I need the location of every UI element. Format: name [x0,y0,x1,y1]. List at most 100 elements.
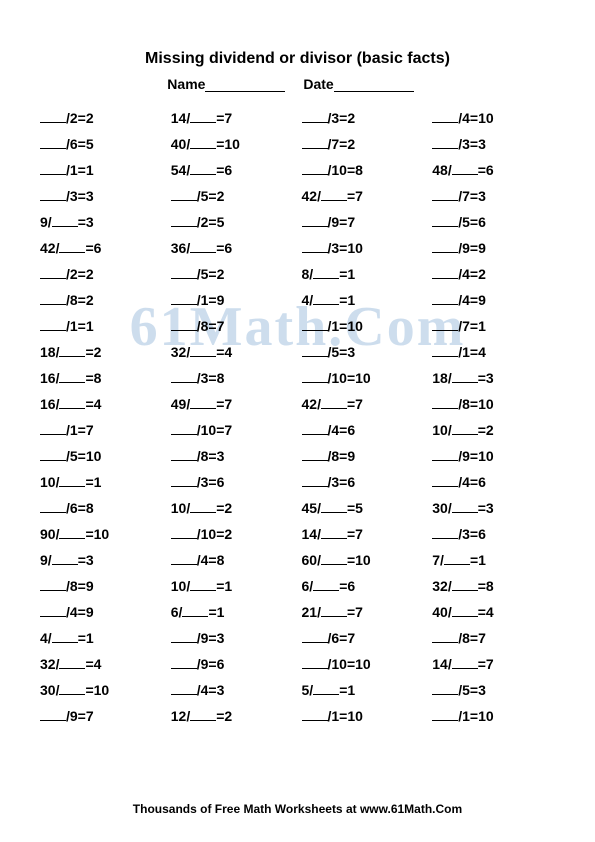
answer-blank[interactable] [432,188,458,201]
answer-blank[interactable] [321,526,347,539]
answer-blank[interactable] [171,552,197,565]
answer-blank[interactable] [171,682,197,695]
answer-blank[interactable] [171,370,197,383]
answer-blank[interactable] [302,162,328,175]
answer-blank[interactable] [40,422,66,435]
answer-blank[interactable] [182,604,208,617]
answer-blank[interactable] [321,188,347,201]
answer-blank[interactable] [171,318,197,331]
answer-blank[interactable] [432,708,458,721]
answer-blank[interactable] [190,110,216,123]
answer-blank[interactable] [432,318,458,331]
answer-blank[interactable] [302,656,328,669]
answer-blank[interactable] [432,292,458,305]
answer-blank[interactable] [59,526,85,539]
answer-blank[interactable] [432,266,458,279]
answer-blank[interactable] [432,344,458,357]
answer-blank[interactable] [432,630,458,643]
answer-blank[interactable] [190,136,216,149]
answer-blank[interactable] [171,422,197,435]
answer-blank[interactable] [321,552,347,565]
date-blank[interactable] [334,77,414,92]
answer-blank[interactable] [190,162,216,175]
answer-blank[interactable] [313,682,339,695]
answer-blank[interactable] [40,708,66,721]
answer-blank[interactable] [171,292,197,305]
answer-blank[interactable] [40,500,66,513]
answer-blank[interactable] [302,422,328,435]
answer-blank[interactable] [40,318,66,331]
answer-blank[interactable] [59,474,85,487]
answer-blank[interactable] [40,162,66,175]
answer-blank[interactable] [40,188,66,201]
answer-blank[interactable] [302,214,328,227]
answer-blank[interactable] [452,162,478,175]
answer-blank[interactable] [452,604,478,617]
answer-blank[interactable] [59,240,85,253]
answer-blank[interactable] [171,630,197,643]
answer-blank[interactable] [313,292,339,305]
answer-blank[interactable] [190,344,216,357]
answer-blank[interactable] [171,266,197,279]
answer-blank[interactable] [302,708,328,721]
answer-blank[interactable] [190,708,216,721]
answer-blank[interactable] [40,266,66,279]
answer-blank[interactable] [59,370,85,383]
answer-blank[interactable] [302,110,328,123]
answer-blank[interactable] [432,682,458,695]
answer-blank[interactable] [59,344,85,357]
answer-blank[interactable] [432,214,458,227]
answer-blank[interactable] [302,370,328,383]
answer-blank[interactable] [432,136,458,149]
answer-blank[interactable] [321,396,347,409]
answer-blank[interactable] [302,318,328,331]
answer-blank[interactable] [40,292,66,305]
answer-blank[interactable] [171,656,197,669]
answer-blank[interactable] [452,370,478,383]
answer-blank[interactable] [40,604,66,617]
answer-blank[interactable] [444,552,470,565]
problem-cell: /1=10 [302,708,425,724]
name-blank[interactable] [205,77,285,92]
problem-cell: /5=6 [432,214,555,230]
answer-blank[interactable] [452,578,478,591]
answer-blank[interactable] [302,448,328,461]
answer-blank[interactable] [171,448,197,461]
answer-blank[interactable] [313,578,339,591]
answer-blank[interactable] [432,240,458,253]
answer-blank[interactable] [59,396,85,409]
answer-blank[interactable] [59,682,85,695]
answer-blank[interactable] [432,474,458,487]
answer-blank[interactable] [171,188,197,201]
answer-blank[interactable] [302,240,328,253]
answer-blank[interactable] [321,500,347,513]
answer-blank[interactable] [40,578,66,591]
answer-blank[interactable] [302,474,328,487]
answer-blank[interactable] [432,448,458,461]
answer-blank[interactable] [40,136,66,149]
answer-blank[interactable] [52,552,78,565]
answer-blank[interactable] [432,396,458,409]
answer-blank[interactable] [52,630,78,643]
answer-blank[interactable] [190,500,216,513]
answer-blank[interactable] [59,656,85,669]
answer-blank[interactable] [452,656,478,669]
answer-blank[interactable] [302,136,328,149]
answer-blank[interactable] [52,214,78,227]
answer-blank[interactable] [40,448,66,461]
answer-blank[interactable] [302,630,328,643]
answer-blank[interactable] [171,214,197,227]
answer-blank[interactable] [452,500,478,513]
answer-blank[interactable] [40,110,66,123]
answer-blank[interactable] [432,526,458,539]
answer-blank[interactable] [190,578,216,591]
answer-blank[interactable] [432,110,458,123]
answer-blank[interactable] [313,266,339,279]
answer-blank[interactable] [190,240,216,253]
answer-blank[interactable] [190,396,216,409]
answer-blank[interactable] [452,422,478,435]
answer-blank[interactable] [171,474,197,487]
answer-blank[interactable] [321,604,347,617]
answer-blank[interactable] [302,344,328,357]
answer-blank[interactable] [171,526,197,539]
